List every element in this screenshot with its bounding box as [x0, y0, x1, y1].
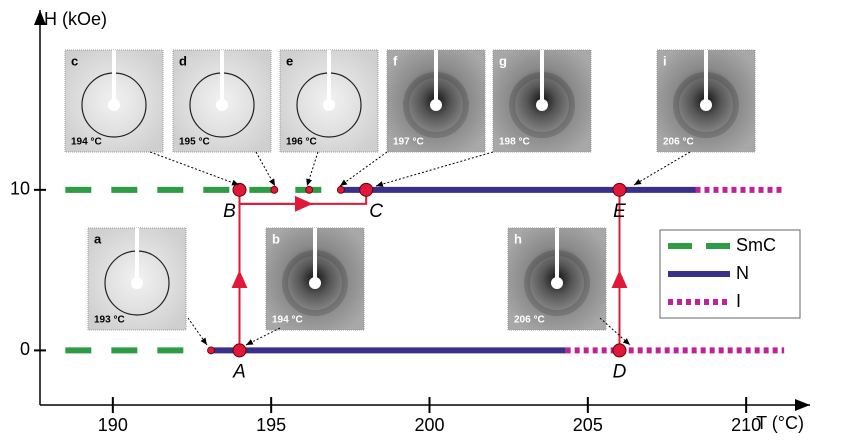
- diffraction-inset: i 206 °C: [657, 50, 755, 152]
- y-tick-label: 0: [20, 339, 30, 359]
- inset-label: h: [514, 231, 522, 246]
- diffraction-inset: g 198 °C: [493, 50, 591, 152]
- diffraction-inset: c 194 °C: [65, 50, 163, 152]
- state-point: [360, 183, 373, 196]
- beam-stop: [704, 50, 708, 101]
- state-point: [233, 183, 246, 196]
- inset-pointer: [307, 152, 318, 186]
- chart: H (kOe) T (°C) 190 195 200 205 210 0 10 A B C D Ea 1…: [0, 0, 852, 445]
- inset-label: c: [71, 53, 78, 68]
- y-axis-label: H (kOe): [44, 9, 107, 29]
- beam-stop-disc: [551, 277, 563, 289]
- beam-stop: [112, 50, 116, 101]
- state-point: [233, 344, 246, 357]
- diffraction-inset: a 193 °C: [88, 228, 186, 330]
- beam-stop: [434, 50, 438, 101]
- inset-pointer: [376, 152, 493, 186]
- inset-label: a: [94, 231, 102, 246]
- inset-label: f: [393, 53, 398, 68]
- point-label: E: [613, 201, 626, 222]
- inset-label: d: [179, 53, 187, 68]
- transition-point: [306, 186, 313, 193]
- diffraction-inset: d 195 °C: [173, 50, 271, 152]
- diffraction-inset: e 196 °C: [280, 50, 378, 152]
- state-point: [613, 183, 626, 196]
- inset-pointer: [150, 152, 239, 185]
- y-tick-label: 10: [10, 179, 30, 199]
- inset-temperature: 197 °C: [393, 137, 424, 148]
- legend-label: N: [736, 263, 749, 283]
- point-label: B: [223, 201, 236, 222]
- x-tick-label: 210: [731, 415, 761, 435]
- inset-pointer: [256, 152, 275, 186]
- point-label: C: [369, 201, 383, 222]
- inset-temperature: 195 °C: [179, 137, 210, 148]
- inset-label: b: [272, 231, 280, 246]
- inset-temperature: 193 °C: [94, 315, 125, 326]
- beam-stop: [135, 228, 139, 279]
- beam-stop: [540, 50, 544, 101]
- inset-temperature: 196 °C: [286, 137, 317, 148]
- inset-pointer: [246, 328, 280, 345]
- legend-label: SmC: [736, 235, 776, 255]
- beam-stop-disc: [216, 99, 228, 111]
- beam-stop-disc: [700, 99, 712, 111]
- diffraction-inset: f 197 °C: [387, 50, 485, 152]
- point-label: D: [613, 361, 627, 382]
- beam-stop-disc: [430, 99, 442, 111]
- inset-label: g: [499, 53, 507, 68]
- inset-pointer: [188, 318, 207, 345]
- x-tick-label: 195: [256, 415, 286, 435]
- inset-label: i: [663, 53, 667, 68]
- beam-stop-disc: [108, 99, 120, 111]
- transition-point: [208, 347, 215, 354]
- inset-temperature: 206 °C: [663, 137, 694, 148]
- beam-stop-disc: [309, 277, 321, 289]
- beam-stop-disc: [536, 99, 548, 111]
- inset-pointer: [340, 152, 387, 186]
- inset-temperature: 194 °C: [272, 315, 303, 326]
- x-tick-label: 200: [414, 415, 444, 435]
- beam-stop-disc: [323, 99, 335, 111]
- inset-pointer: [634, 152, 690, 185]
- x-tick-label: 205: [573, 415, 603, 435]
- x-tick-label: 190: [98, 415, 128, 435]
- beam-stop: [220, 50, 224, 101]
- beam-stop: [313, 228, 317, 279]
- beam-stop-disc: [131, 277, 143, 289]
- inset-label: e: [286, 53, 293, 68]
- transition-point: [337, 186, 344, 193]
- inset-temperature: 194 °C: [71, 137, 102, 148]
- state-point: [613, 344, 626, 357]
- point-label: A: [232, 361, 246, 382]
- legend-label: I: [736, 291, 741, 311]
- diffraction-inset: b 194 °C: [266, 228, 364, 330]
- x-axis-label: T (°C): [756, 413, 804, 433]
- transition-point: [271, 186, 278, 193]
- beam-stop: [555, 228, 559, 279]
- inset-temperature: 206 °C: [514, 315, 545, 326]
- inset-temperature: 198 °C: [499, 137, 530, 148]
- diffraction-inset: h 206 °C: [508, 228, 606, 330]
- beam-stop: [327, 50, 331, 101]
